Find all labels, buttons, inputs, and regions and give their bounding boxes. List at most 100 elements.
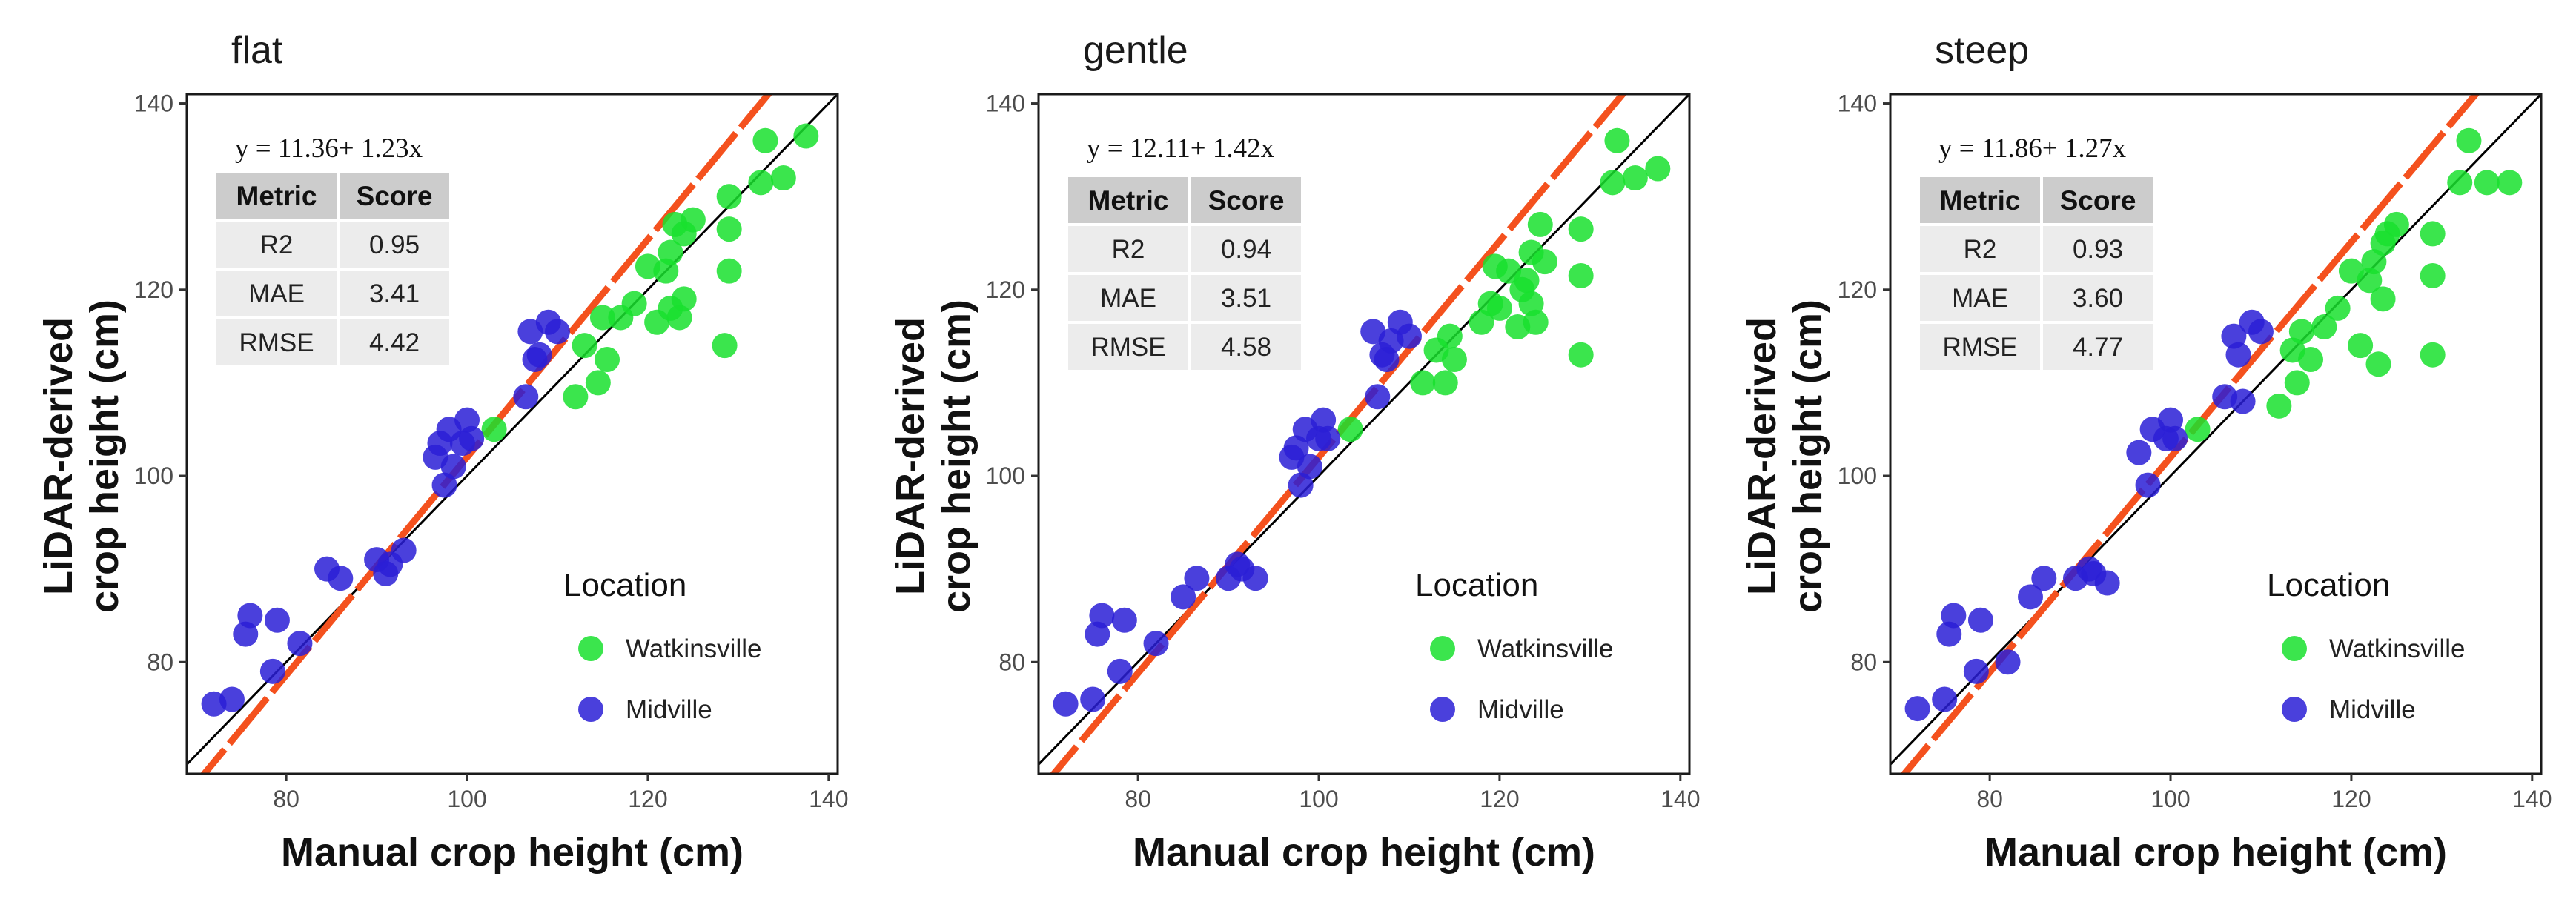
data-point	[1932, 686, 1958, 712]
data-point	[1904, 696, 1930, 722]
table-cell	[1191, 226, 1301, 272]
table-cell	[2043, 275, 2153, 321]
data-point	[328, 566, 354, 591]
data-point	[1532, 249, 1557, 275]
table-metric-name: MAE	[1100, 284, 1156, 313]
data-point	[1396, 323, 1422, 349]
x-tick-label: 140	[809, 786, 848, 812]
data-point	[1568, 342, 1594, 368]
x-tick-label: 120	[2331, 786, 2371, 812]
series-watkinsville	[2185, 127, 2523, 442]
data-point	[2094, 570, 2120, 596]
plot-border	[1889, 93, 2543, 775]
x-tick-label: 120	[628, 786, 667, 812]
table-cell	[340, 319, 449, 365]
data-point	[1963, 658, 1989, 684]
y-tick-label: 100	[134, 462, 173, 489]
data-point	[237, 603, 263, 629]
y-tick-label: 100	[986, 462, 1025, 489]
metrics-table: Metric Score R2 0.94 MAE 3.51 RMSE 4.58	[1068, 177, 1301, 370]
plot-area	[1890, 94, 2541, 774]
data-point	[2135, 472, 2161, 498]
data-point	[219, 686, 245, 712]
table-metric-score: 0.93	[2073, 235, 2123, 264]
table-header-cell	[216, 173, 337, 219]
table-cell	[1191, 324, 1301, 370]
data-point	[2162, 425, 2188, 451]
legend-marker	[1430, 636, 1455, 661]
table-cell	[1920, 324, 2040, 370]
data-point	[391, 537, 417, 563]
fit-line	[1049, 94, 1627, 774]
x-axis-label: Manual crop height (cm)	[1133, 830, 1595, 875]
data-point	[287, 631, 313, 657]
data-point	[1288, 472, 1314, 498]
legend-marker	[2282, 697, 2307, 722]
legend-marker	[2282, 636, 2307, 661]
table-header-score: Score	[357, 181, 433, 211]
plot-border	[1037, 93, 1691, 775]
data-point	[1941, 603, 1967, 629]
y-axis-label: LiDAR-derivedcrop height (cm)	[1740, 299, 1830, 613]
data-point	[1111, 607, 1137, 633]
series-midville	[201, 309, 570, 717]
data-point	[2018, 584, 2044, 610]
panel-title: gentle	[1083, 29, 1188, 72]
data-point	[1337, 417, 1363, 442]
data-point	[2031, 566, 2057, 591]
data-point	[1527, 211, 1553, 237]
legend-title: Location	[563, 567, 686, 603]
table-metric-score: 3.51	[1221, 284, 1271, 313]
data-point	[2298, 347, 2324, 373]
table-metric-name: RMSE	[1942, 333, 2017, 362]
legend-label: Midville	[626, 695, 712, 724]
y-axis-label: LiDAR-derivedcrop height (cm)	[888, 299, 979, 613]
table-cell	[216, 319, 337, 365]
data-point	[440, 454, 466, 480]
y-tick-label: 100	[1838, 462, 1877, 489]
legend-marker	[1430, 697, 1455, 722]
x-tick-label: 80	[273, 786, 299, 812]
table-header-metric: Metric	[1940, 185, 2021, 216]
data-point	[793, 123, 819, 149]
data-point	[1242, 566, 1268, 591]
data-point	[1143, 631, 1169, 657]
table-header-cell	[1191, 177, 1301, 223]
data-point	[752, 127, 778, 153]
table-metric-score: 4.77	[2073, 333, 2123, 362]
y-axis-label: LiDAR-derivedcrop height (cm)	[36, 299, 127, 613]
data-point	[671, 286, 697, 312]
data-point	[748, 170, 774, 196]
series-watkinsville	[481, 123, 819, 442]
x-tick-label: 80	[1125, 786, 1151, 812]
legend: Location Watkinsville Midville	[1415, 567, 1613, 724]
data-point	[2420, 262, 2446, 288]
series-midville	[1904, 309, 2274, 722]
y-axis-label-line2: crop height (cm)	[934, 299, 979, 613]
table-metric-name: R2	[260, 231, 294, 259]
y-axis-label-line1: LiDAR-derived	[36, 317, 81, 595]
series-watkinsville	[1337, 127, 1671, 442]
data-point	[1283, 435, 1309, 461]
table-cell	[340, 271, 449, 316]
data-point	[1297, 454, 1322, 480]
data-point	[2497, 170, 2523, 196]
panel-title: flat	[231, 29, 283, 72]
series-midville	[1053, 309, 1422, 717]
legend-label: Watkinsville	[2329, 634, 2465, 663]
table-cell	[216, 271, 337, 316]
data-point	[2474, 170, 2500, 196]
y-tick-label: 120	[1838, 276, 1877, 303]
data-point	[563, 384, 589, 410]
legend-marker	[578, 636, 603, 661]
data-point	[585, 370, 611, 396]
plot-area	[187, 94, 838, 774]
table-cell	[2043, 226, 2153, 272]
table-cell	[1191, 275, 1301, 321]
table-metric-name: MAE	[248, 279, 305, 308]
table-metric-score: 3.60	[2073, 284, 2123, 313]
regression-equation: y = 12.11+ 1.42x	[1087, 133, 1275, 164]
data-point	[526, 342, 552, 368]
identity-line	[1890, 94, 2541, 766]
